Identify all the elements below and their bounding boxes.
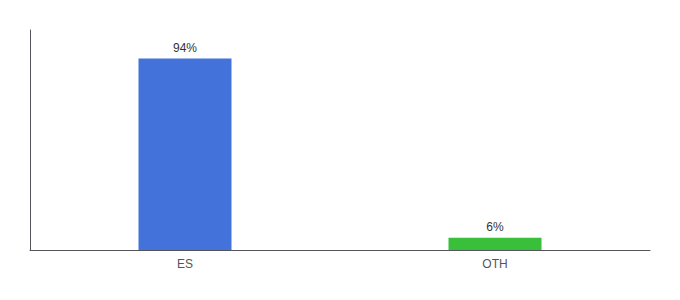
svg-text:OTH: OTH — [482, 257, 507, 271]
svg-text:ES: ES — [177, 257, 193, 271]
svg-text:94%: 94% — [173, 41, 197, 55]
svg-text:6%: 6% — [486, 220, 504, 234]
